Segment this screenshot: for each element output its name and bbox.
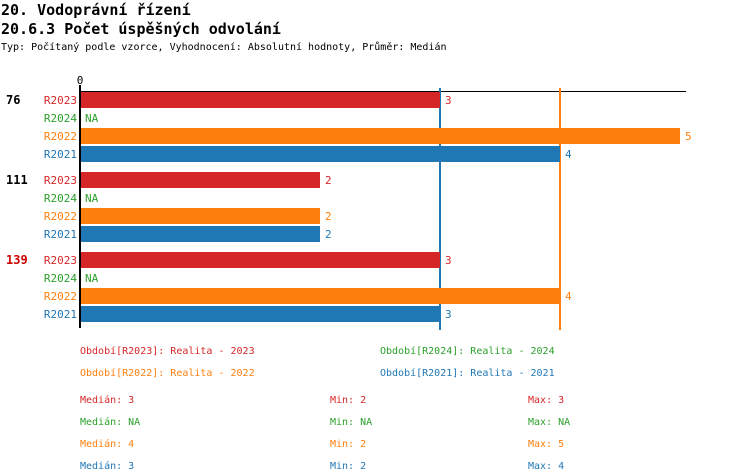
- legend-item-r2022: Období[R2022]: Realita - 2022: [80, 368, 255, 379]
- series-row-label: R2021: [43, 308, 77, 321]
- bar-r2023-group0: [81, 92, 440, 108]
- series-row-label: R2024: [43, 192, 77, 205]
- chart-subtitle: Typ: Počítaný podle vzorce, Vyhodnocení:…: [1, 42, 447, 53]
- legend-item-r2023: Období[R2023]: Realita - 2023: [80, 346, 255, 357]
- series-row-label: R2021: [43, 228, 77, 241]
- bar-r2023-group1: [81, 172, 320, 188]
- stat-min-r2021: Min: 2: [330, 461, 367, 472]
- legend-item-r2021: Období[R2021]: Realita - 2021: [380, 368, 555, 379]
- bar-value-label: 3: [445, 254, 452, 267]
- bar-r2022-group1: [81, 208, 320, 224]
- reference-line-r2021: [439, 88, 441, 330]
- stat-max-r2021: Max: 4: [528, 461, 565, 472]
- bar-chart: 0 76 R2023 3 R2024 NA R2022 5 R2021 4 111 R2023 2 R20…: [6, 74, 692, 330]
- series-row-label: R2022: [43, 210, 77, 223]
- series-row-label: R2022: [43, 290, 77, 303]
- stat-max-r2022: Max: 5: [528, 439, 565, 450]
- bar-value-label: 2: [325, 228, 332, 241]
- bar-value-label: 2: [325, 210, 332, 223]
- bar-value-label: 3: [445, 308, 452, 321]
- series-row-label: R2023: [43, 254, 77, 267]
- group-label-111: 111: [6, 173, 28, 187]
- bar-value-label: 5: [685, 130, 692, 143]
- bar-r2021-group2: [81, 306, 440, 322]
- series-row-label: R2024: [43, 112, 77, 125]
- bar-r2022-group0: [81, 128, 680, 144]
- stat-median-r2022: Medián: 4: [80, 439, 135, 450]
- bar-r2023-group2: [81, 252, 440, 268]
- bar-value-label: NA: [85, 272, 99, 285]
- series-row-label: R2022: [43, 130, 77, 143]
- bar-value-label: NA: [85, 112, 99, 125]
- x-axis-tick-label: 0: [76, 74, 84, 87]
- stat-max-r2024: Max: NA: [528, 417, 571, 428]
- bar-value-label: 4: [565, 148, 572, 161]
- series-row-label: R2024: [43, 272, 77, 285]
- bar-value-label: 2: [325, 174, 332, 187]
- group-label-76: 76: [6, 93, 21, 107]
- series-row-label: R2021: [43, 148, 77, 161]
- stat-median-r2023: Medián: 3: [80, 395, 135, 406]
- series-row-label: R2023: [43, 174, 77, 187]
- bar-r2021-group1: [81, 226, 320, 242]
- group-label-139: 139: [6, 253, 28, 267]
- stat-max-r2023: Max: 3: [528, 395, 565, 406]
- bar-value-label: 3: [445, 94, 452, 107]
- report-title: 20. Vodoprávní řízení: [1, 1, 191, 19]
- indicator-title: 20.6.3 Počet úspěšných odvolání: [1, 20, 281, 38]
- y-axis-zero-line: [79, 85, 81, 328]
- bar-r2021-group0: [81, 146, 560, 162]
- legend-item-r2024: Období[R2024]: Realita - 2024: [380, 346, 555, 357]
- bar-r2022-group2: [81, 288, 560, 304]
- bar-value-label: 4: [565, 290, 572, 303]
- stat-median-r2021: Medián: 3: [80, 461, 135, 472]
- stat-min-r2024: Min: NA: [330, 417, 373, 428]
- series-row-label: R2023: [43, 94, 77, 107]
- x-axis-line: [80, 91, 686, 92]
- reference-line-r2022: [559, 88, 561, 330]
- stat-min-r2023: Min: 2: [330, 395, 367, 406]
- bar-value-label: NA: [85, 192, 99, 205]
- stat-median-r2024: Medián: NA: [80, 417, 141, 428]
- stat-min-r2022: Min: 2: [330, 439, 367, 450]
